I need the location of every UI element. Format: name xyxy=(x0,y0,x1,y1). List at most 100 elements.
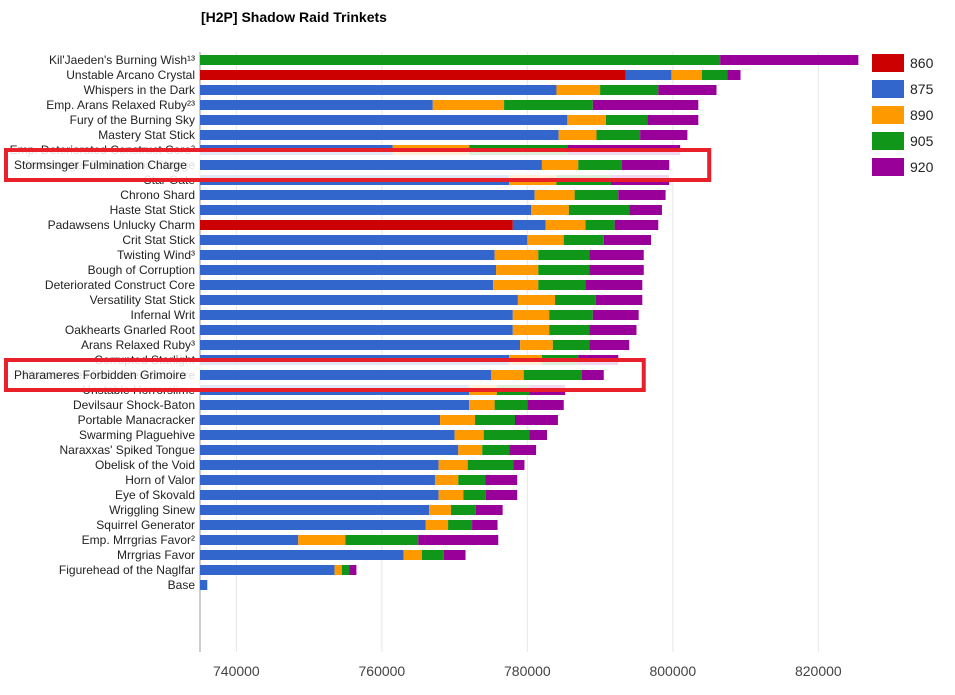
highlighted-label: Stormsinger Fulmination Charge xyxy=(14,158,187,172)
bar-segment-905 xyxy=(605,115,648,125)
bar-segment-905 xyxy=(538,265,590,275)
x-tick-label: 820000 xyxy=(795,663,842,679)
bar-segment-875 xyxy=(200,535,299,545)
bar-segment-875 xyxy=(200,505,430,515)
bar-segment-920 xyxy=(475,505,503,515)
bar-segment-890 xyxy=(531,205,569,215)
bar-segment-890 xyxy=(490,370,524,380)
bar-segment-890 xyxy=(469,400,495,410)
bar-segment-875 xyxy=(200,85,557,95)
bar-segment-905 xyxy=(482,445,510,455)
bar-segment-905 xyxy=(474,415,515,425)
bar-segment-905 xyxy=(450,505,476,515)
ticks-layer: 740000 760000 780000 800000 820000 xyxy=(213,663,842,679)
bar-segment-890 xyxy=(438,460,468,470)
bar-segment-890 xyxy=(432,100,505,110)
bar-segment-890 xyxy=(512,310,550,320)
bar-segment-905 xyxy=(494,400,528,410)
highlight-box xyxy=(4,148,712,182)
bar-segment-920 xyxy=(349,565,357,575)
legend-swatch xyxy=(872,106,904,124)
bar-segment-875 xyxy=(200,520,426,530)
bar-segment-890 xyxy=(512,325,550,335)
bar-segment-920 xyxy=(509,445,537,455)
bar-segment-890 xyxy=(425,520,449,530)
bar-segment-905 xyxy=(467,460,514,470)
bar-segment-875 xyxy=(200,295,518,305)
legend-item-860: 860 xyxy=(872,50,933,76)
bar-segment-905 xyxy=(421,550,444,560)
bar-segment-905 xyxy=(549,310,593,320)
legend-swatch xyxy=(872,80,904,98)
bar-segment-905 xyxy=(538,250,590,260)
bar-segment-875 xyxy=(200,475,435,485)
category-label: Mrrgrias Favor xyxy=(117,548,195,562)
category-label: Eye of Skovald xyxy=(115,488,195,502)
legend-label: 860 xyxy=(910,55,934,71)
legend-item-890: 890 xyxy=(872,102,933,128)
category-label: Base xyxy=(168,578,196,592)
bar-segment-905 xyxy=(341,565,350,575)
bar-segment-905 xyxy=(549,325,590,335)
bar-segment-905 xyxy=(504,100,593,110)
category-label: Wriggling Sinew xyxy=(109,503,195,517)
bar-segment-920 xyxy=(443,550,466,560)
bar-segment-875 xyxy=(200,130,559,140)
x-tick-label: 740000 xyxy=(213,663,260,679)
category-label: Fury of the Burning Sky xyxy=(70,113,195,127)
bar-segment-905 xyxy=(200,55,721,65)
category-label: Twisting Wind³ xyxy=(117,248,195,262)
highlighted-label: Pharameres Forbidden Grimoire xyxy=(14,368,186,382)
grid-layer xyxy=(199,52,819,652)
bar-segment-875 xyxy=(200,550,404,560)
category-label: Horn of Valor xyxy=(125,473,195,487)
bar-segment-920 xyxy=(513,460,525,470)
bar-segment-875 xyxy=(200,325,513,335)
category-label: Squirrel Generator xyxy=(96,518,195,532)
bar-segment-875 xyxy=(200,565,335,575)
category-label: Figurehead of the Naglfar xyxy=(59,563,195,577)
bar-segment-905 xyxy=(585,220,615,230)
bar-segment-905 xyxy=(345,535,419,545)
legend-item-920: 920 xyxy=(872,154,933,180)
category-label: Bough of Corruption xyxy=(88,263,195,277)
bar-segment-905 xyxy=(563,235,604,245)
bar-segment-920 xyxy=(589,265,644,275)
bar-segment-875 xyxy=(200,460,439,470)
bar-segment-875 xyxy=(200,580,208,590)
bar-segment-890 xyxy=(458,445,483,455)
legend: 860 875 890 905 920 xyxy=(872,50,933,180)
bar-segment-920 xyxy=(485,475,518,485)
bar-segment-920 xyxy=(595,295,643,305)
x-tick-label: 800000 xyxy=(649,663,696,679)
bar-segment-920 xyxy=(585,280,643,290)
bar-segment-890 xyxy=(527,235,564,245)
bar-segment-920 xyxy=(527,400,564,410)
bar-segment-890 xyxy=(517,295,556,305)
category-label: Emp. Arans Relaxed Ruby²³ xyxy=(46,98,195,112)
category-label: Crit Stat Stick xyxy=(122,233,196,247)
category-label: Emp. Mrrgrias Favor² xyxy=(82,533,195,547)
bar-segment-875 xyxy=(200,205,531,215)
bar-segment-875 xyxy=(200,280,494,290)
category-label: Naraxxas' Spiked Tongue xyxy=(60,443,196,457)
bar-segment-905 xyxy=(574,190,619,200)
bar-segment-890 xyxy=(440,415,475,425)
category-label: Unstable Arcano Crystal xyxy=(66,68,195,82)
bar-segment-890 xyxy=(567,115,606,125)
chart-title: [H2P] Shadow Raid Trinkets xyxy=(201,9,387,25)
category-label: Versatility Stat Stick xyxy=(90,293,196,307)
bar-segment-875 xyxy=(200,415,441,425)
bar-segment-890 xyxy=(434,475,459,485)
bar-segment-920 xyxy=(514,415,558,425)
legend-label: 875 xyxy=(910,81,934,97)
bar-segment-905 xyxy=(523,370,582,380)
bar-segment-875 xyxy=(200,250,495,260)
bar-segment-890 xyxy=(403,550,422,560)
bar-segment-905 xyxy=(483,430,530,440)
bar-segment-875 xyxy=(200,115,568,125)
bar-segment-920 xyxy=(614,220,659,230)
category-label: Haste Stat Stick xyxy=(110,203,196,217)
